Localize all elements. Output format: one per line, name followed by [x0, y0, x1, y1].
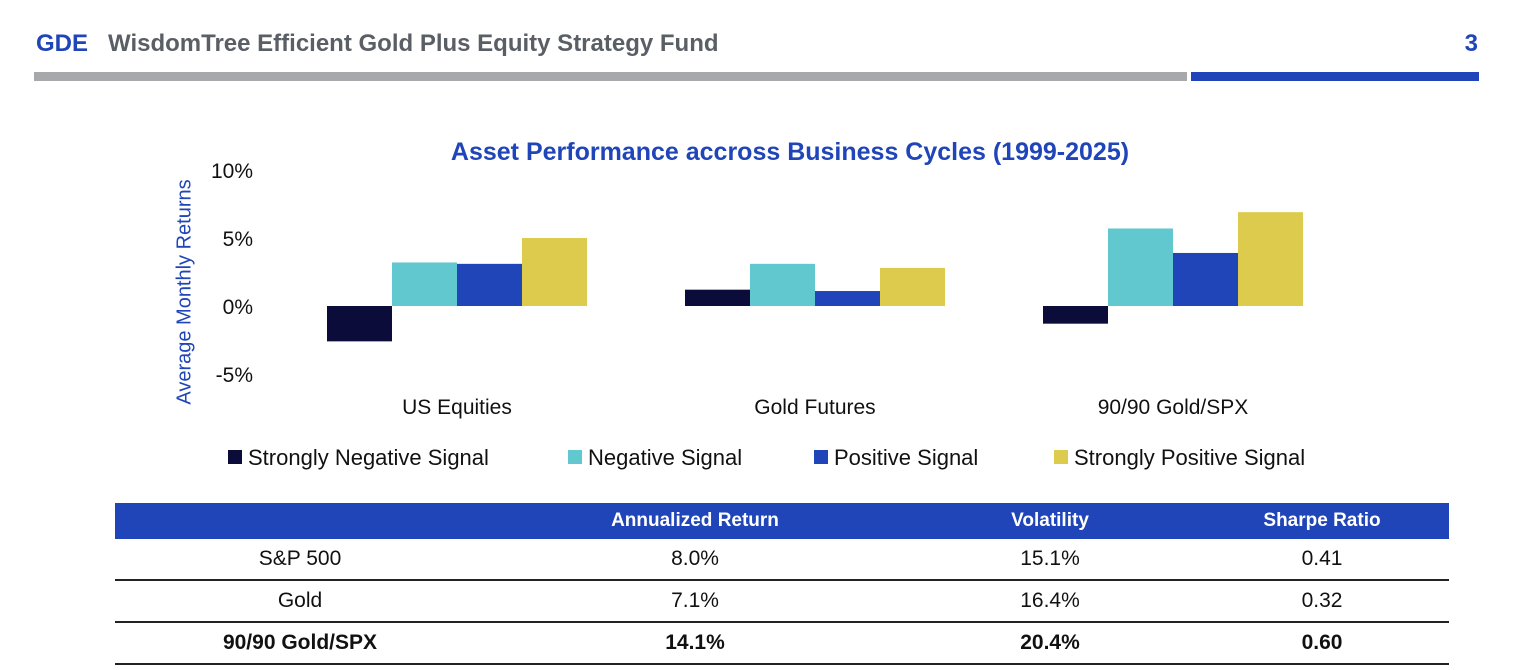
table-row: S&P 500 8.0% 15.1% 0.41: [115, 539, 1449, 581]
legend-label: Strongly Positive Signal: [1074, 445, 1306, 470]
table-cell: 8.0%: [485, 539, 905, 581]
legend-swatch: [814, 450, 828, 464]
legend-item: Negative Signal: [568, 445, 742, 471]
legend-swatch: [228, 450, 242, 464]
legend-swatch: [1054, 450, 1068, 464]
page-number: 3: [1464, 30, 1478, 57]
table-cell: 20.4%: [905, 622, 1195, 665]
fund-name: WisdomTree Efficient Gold Plus Equity St…: [108, 30, 719, 57]
y-tick-label: 10%: [211, 160, 253, 183]
legend-label: Negative Signal: [588, 445, 743, 470]
table-header-cell: [115, 503, 485, 539]
legend-label: Positive Signal: [834, 445, 979, 470]
table-header-cell: Annualized Return: [485, 503, 905, 539]
legend-item: Strongly Positive Signal: [1054, 445, 1305, 471]
x-tick-label: 90/90 Gold/SPX: [1098, 396, 1249, 419]
table-row: Gold 7.1% 16.4% 0.32: [115, 580, 1449, 623]
bar-strongly-positive-signal: [1238, 212, 1303, 306]
bar-positive-signal: [1173, 252, 1238, 306]
legend-label: Strongly Negative Signal: [248, 445, 489, 470]
fund-ticker: GDE: [36, 30, 89, 57]
legend-item: Strongly Negative Signal: [228, 445, 489, 471]
bar-strongly-negative-signal: [685, 289, 750, 306]
x-tick-label: US Equities: [402, 396, 512, 419]
table-cell: 14.1%: [485, 622, 905, 665]
bar-positive-signal: [815, 291, 880, 306]
legend-item: Positive Signal: [814, 445, 978, 471]
table-row: 90/90 Gold/SPX 14.1% 20.4% 0.60: [115, 622, 1449, 665]
table-cell: 7.1%: [485, 580, 905, 623]
table-cell: 16.4%: [905, 580, 1195, 623]
table-cell: S&P 500: [115, 539, 485, 581]
table-cell: 0.41: [1195, 539, 1449, 581]
bar-strongly-negative-signal: [1043, 306, 1108, 324]
bar-strongly-negative-signal: [327, 306, 392, 342]
chart-title: Asset Performance accross Business Cycle…: [450, 138, 1130, 166]
table-header-row: Annualized Return Volatility Sharpe Rati…: [115, 503, 1449, 539]
y-tick-label: 5%: [223, 228, 253, 251]
y-tick-label: 0%: [223, 296, 253, 319]
bar-negative-signal: [392, 262, 457, 306]
table-header-cell: Sharpe Ratio: [1195, 503, 1449, 539]
table-cell: 15.1%: [905, 539, 1195, 581]
y-tick-label: -5%: [216, 364, 253, 387]
bar-positive-signal: [457, 263, 522, 306]
bar-chart: 10% 5% 0% -5% US Equities Gold Futures 90/90 G…: [211, 160, 1303, 419]
x-tick-label: Gold Futures: [754, 396, 875, 419]
page-header: GDE WisdomTree Efficient Gold Plus Equit…: [36, 30, 1478, 64]
bar-strongly-positive-signal: [522, 238, 587, 306]
header-rule-gray: [34, 72, 1187, 81]
table-cell: 0.60: [1195, 622, 1449, 665]
table-header-cell: Volatility: [905, 503, 1195, 539]
table-cell: 0.32: [1195, 580, 1449, 623]
legend-swatch: [568, 450, 582, 464]
table-cell: Gold: [115, 580, 485, 623]
table-cell: 90/90 Gold/SPX: [115, 622, 485, 665]
bar-negative-signal: [750, 263, 815, 306]
performance-table: Annualized Return Volatility Sharpe Rati…: [115, 503, 1449, 665]
header-rule-blue: [1191, 72, 1479, 81]
bar-strongly-positive-signal: [880, 267, 945, 306]
bar-negative-signal: [1108, 228, 1173, 306]
